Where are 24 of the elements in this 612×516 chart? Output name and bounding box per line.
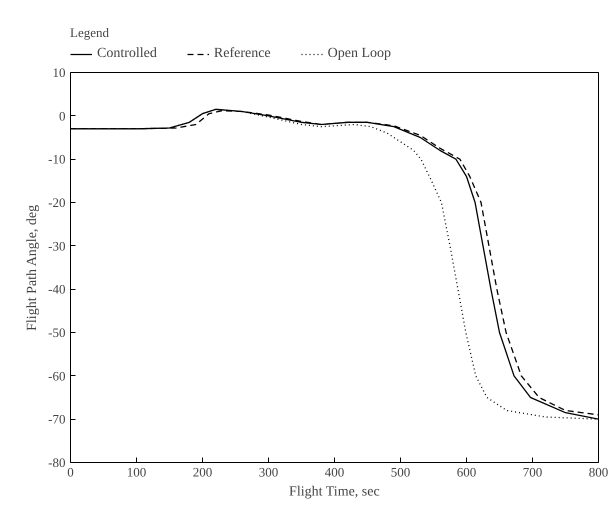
legend-label: Reference	[214, 46, 271, 62]
legend-label: Controlled	[97, 46, 157, 62]
y-tick-label: -30	[48, 238, 66, 254]
y-tick-label: -80	[48, 455, 66, 470]
y-tick-label: -10	[48, 152, 66, 167]
y-axis-title: Flight Path Angle, deg	[25, 204, 40, 331]
y-tick-label: 0	[59, 108, 66, 124]
legend-label: Open Loop	[328, 46, 392, 62]
x-tick-label: 200	[192, 464, 212, 480]
x-tick-label: 700	[522, 464, 542, 480]
x-tick-label: 300	[258, 464, 278, 480]
y-tick-label: -20	[48, 195, 66, 210]
y-tick-label: -60	[48, 368, 66, 384]
x-tick-label: 500	[390, 464, 410, 480]
y-tick-label: 10	[52, 65, 66, 80]
y-tick-label: -70	[48, 412, 66, 427]
y-tick-label: -40	[48, 282, 66, 297]
x-tick-label: 100	[126, 464, 146, 480]
y-tick-label: -50	[48, 325, 66, 340]
legend-title: Legend	[70, 25, 110, 41]
x-tick-label: 800	[588, 464, 608, 480]
x-tick-label: 400	[324, 464, 344, 480]
x-axis-title: Flight Time, sec	[289, 484, 380, 500]
x-tick-label: 600	[456, 464, 476, 480]
